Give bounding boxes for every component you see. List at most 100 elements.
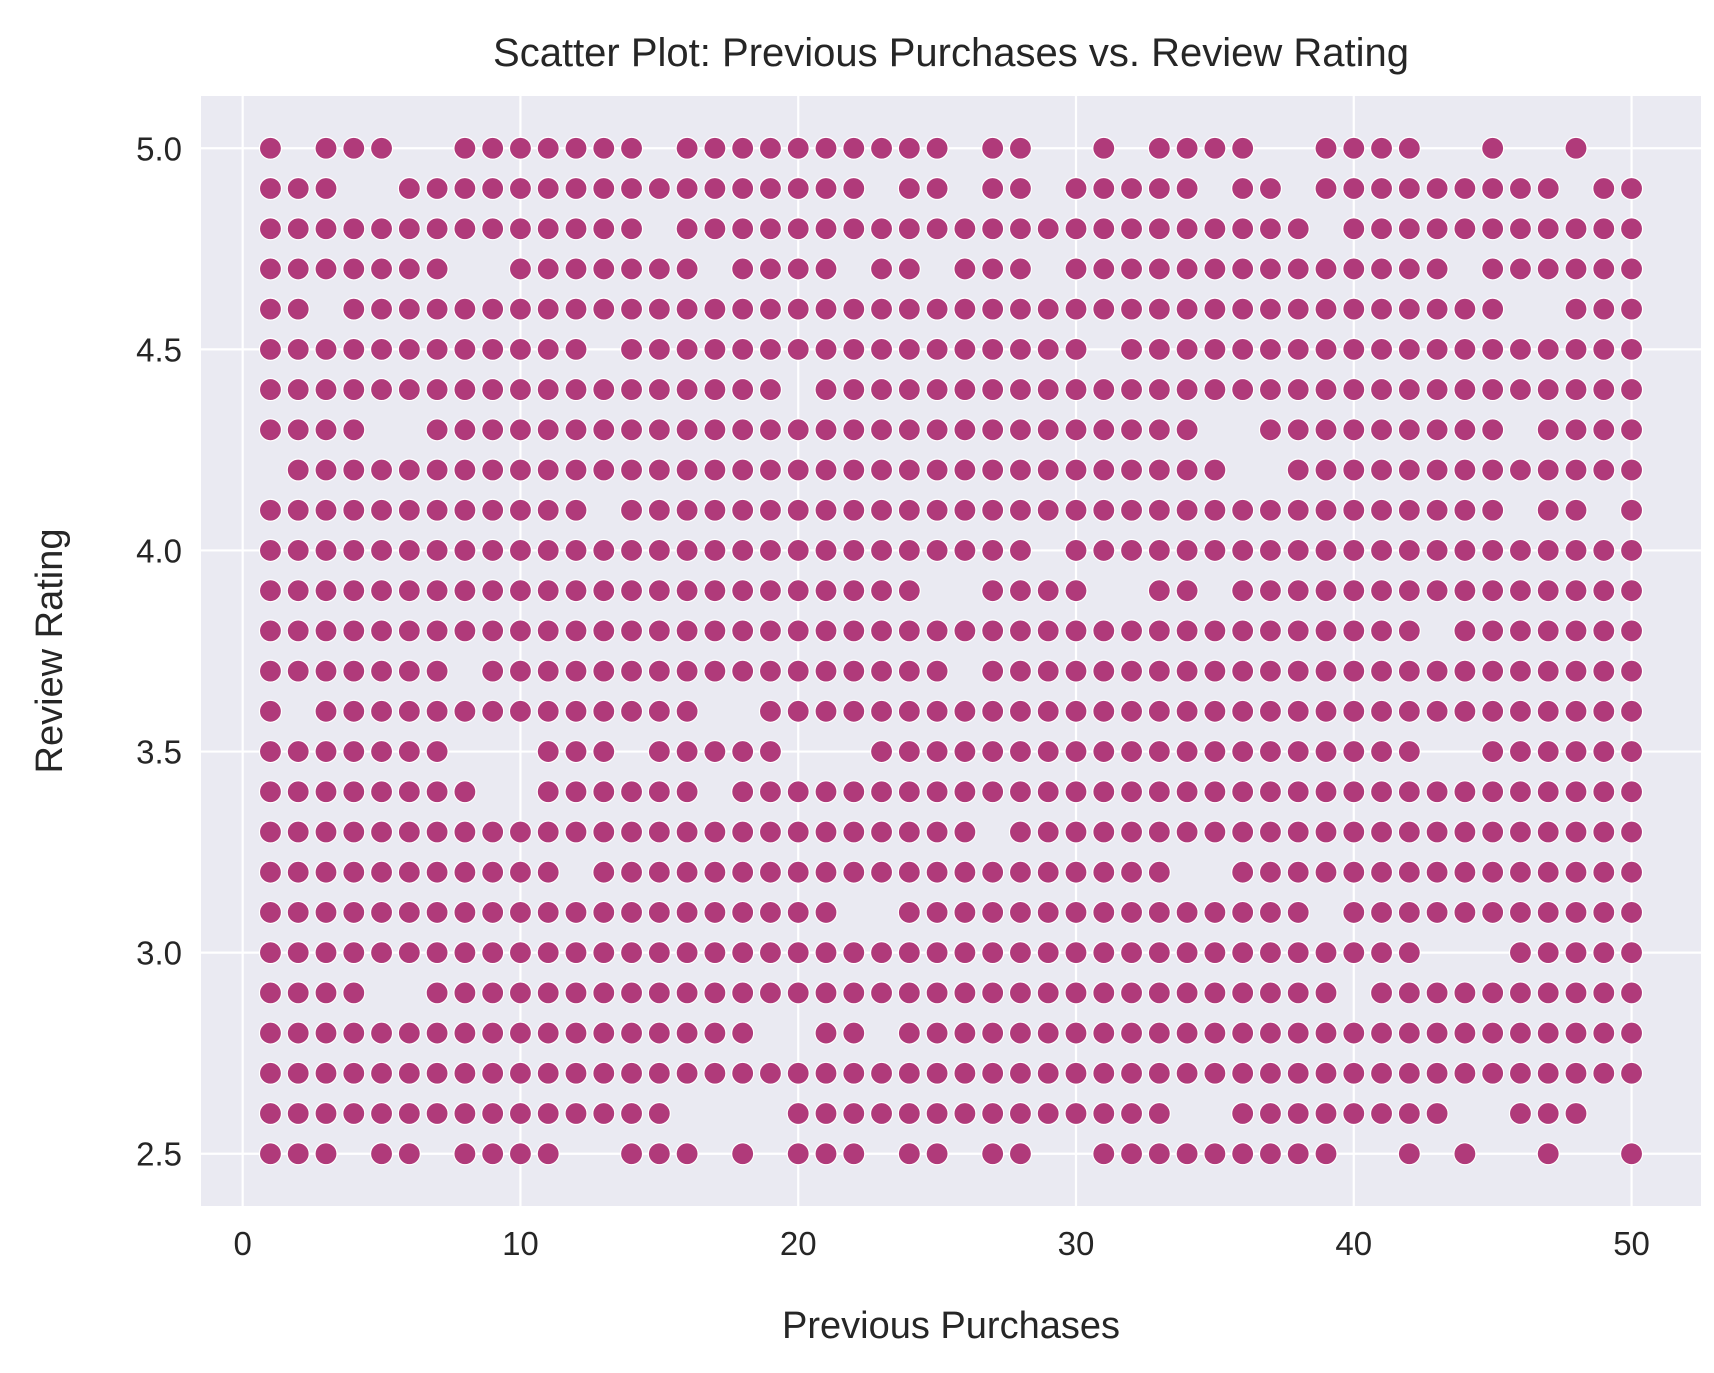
data-point [731, 337, 755, 361]
data-point [536, 900, 560, 925]
data-point [1092, 498, 1116, 522]
data-point [758, 739, 783, 764]
data-point [897, 860, 921, 884]
data-point [1425, 1021, 1449, 1045]
data-point [842, 498, 866, 522]
data-point [342, 217, 366, 241]
data-point [842, 579, 866, 603]
data-point [1147, 941, 1171, 965]
data-point [1008, 659, 1033, 683]
data-point [869, 1101, 894, 1126]
data-point [453, 699, 477, 723]
data-point [814, 699, 838, 723]
data-point [675, 860, 699, 884]
data-point [1147, 579, 1171, 603]
data-point [1397, 780, 1421, 804]
data-point [647, 780, 671, 804]
data-point [258, 1061, 283, 1085]
data-point [1258, 1101, 1283, 1126]
data-point [1508, 699, 1533, 723]
data-point [1619, 619, 1644, 643]
data-point [1286, 579, 1310, 603]
data-point [1286, 941, 1310, 965]
data-point [647, 941, 671, 965]
data-point [592, 297, 616, 321]
data-point [1147, 538, 1171, 563]
data-point [592, 136, 616, 160]
data-point [1258, 820, 1283, 844]
data-point [1592, 941, 1616, 965]
data-point [619, 619, 644, 643]
data-point [1592, 900, 1616, 925]
data-point [1286, 1061, 1310, 1085]
data-point [1453, 1061, 1477, 1085]
data-point [758, 981, 783, 1005]
data-point [425, 257, 449, 281]
data-point [925, 981, 949, 1005]
data-point [842, 418, 866, 442]
data-point [258, 941, 283, 965]
data-point [1092, 538, 1116, 563]
data-point [758, 217, 783, 241]
data-point [314, 820, 338, 844]
data-point [1036, 1101, 1060, 1126]
data-point [1619, 337, 1644, 361]
data-point [342, 900, 366, 925]
data-point [592, 377, 616, 402]
data-point [1231, 981, 1255, 1005]
data-point [1231, 860, 1255, 884]
data-point [1314, 780, 1338, 804]
data-point [1147, 1142, 1171, 1166]
data-point [981, 498, 1005, 522]
data-point [1536, 257, 1560, 281]
data-point [286, 538, 310, 563]
data-point [425, 941, 449, 965]
data-point [1147, 377, 1171, 402]
data-point [1203, 1061, 1227, 1085]
data-point [1397, 820, 1421, 844]
data-point [1314, 941, 1338, 965]
data-point [1619, 377, 1644, 402]
data-point [675, 900, 699, 925]
data-point [1064, 538, 1088, 563]
data-point [675, 1142, 699, 1166]
data-point [786, 981, 810, 1005]
data-point [1536, 860, 1560, 884]
data-point [1008, 458, 1033, 482]
data-point [925, 337, 949, 361]
data-point [314, 619, 338, 643]
data-point [453, 217, 477, 241]
data-point [1508, 217, 1533, 241]
data-point [786, 1142, 810, 1166]
data-point [814, 619, 838, 643]
data-point [425, 739, 449, 764]
data-point [897, 1021, 921, 1045]
data-point [1092, 981, 1116, 1005]
data-point [1064, 257, 1088, 281]
data-point [1342, 297, 1366, 321]
data-point [258, 579, 283, 603]
data-point [1592, 820, 1616, 844]
data-point [592, 257, 616, 281]
data-point [1314, 619, 1338, 643]
data-point [536, 418, 560, 442]
data-point [1064, 418, 1088, 442]
data-point [1619, 257, 1644, 281]
data-point [369, 136, 394, 160]
data-point [1092, 257, 1116, 281]
data-point [592, 659, 616, 683]
data-point [536, 1142, 560, 1166]
data-point [592, 699, 616, 723]
data-point [1258, 941, 1283, 965]
data-point [842, 538, 866, 563]
data-point [1092, 136, 1116, 160]
data-point [1119, 458, 1144, 482]
data-point [1175, 739, 1199, 764]
data-point [397, 699, 421, 723]
data-point [647, 1142, 671, 1166]
data-point [1481, 579, 1505, 603]
data-point [1369, 418, 1394, 442]
data-point [675, 217, 699, 241]
data-point [1286, 1101, 1310, 1126]
data-point [1619, 739, 1644, 764]
